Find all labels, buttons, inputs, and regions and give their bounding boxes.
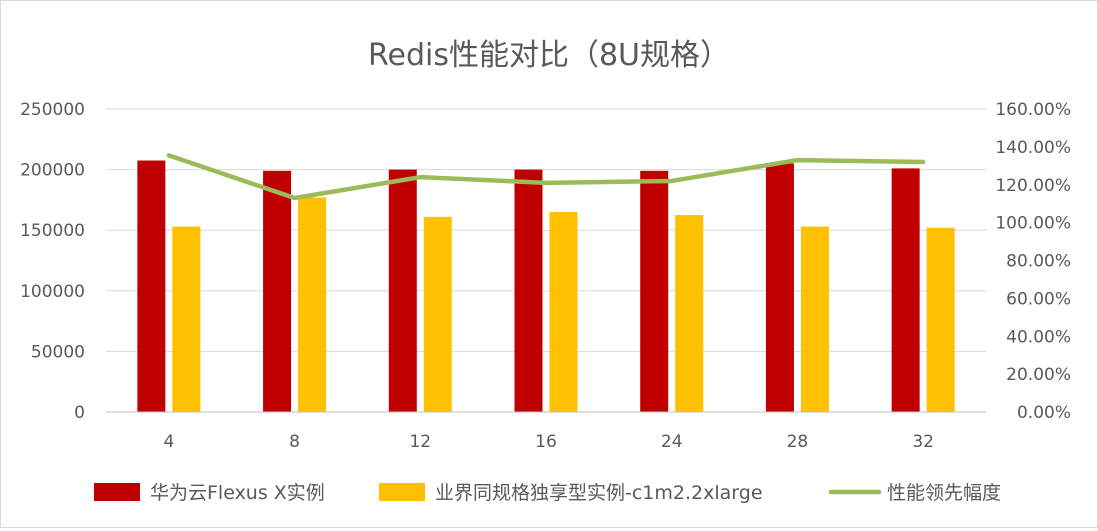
x-tick-label: 24 bbox=[661, 432, 683, 452]
y2-tick-label: 120.00% bbox=[995, 176, 1071, 196]
bar-c1m2-2xlarge bbox=[549, 212, 578, 412]
bar-c1m2-2xlarge bbox=[172, 226, 201, 412]
y-tick-label: 150000 bbox=[20, 221, 85, 241]
y2-tick-label: 160.00% bbox=[995, 100, 1071, 120]
bar-c1m2-2xlarge bbox=[675, 215, 704, 412]
x-tick-label: 4 bbox=[163, 432, 174, 452]
x-axis: 4 8 12 16 24 28 32 bbox=[106, 411, 986, 452]
bar-flexus-x bbox=[137, 160, 166, 412]
y2-tick-label: 20.00% bbox=[1006, 365, 1071, 385]
y-tick-label: 50000 bbox=[31, 342, 85, 362]
x-tick-label: 16 bbox=[535, 432, 557, 452]
legend-swatch-bar bbox=[379, 483, 425, 501]
bars bbox=[137, 160, 955, 412]
x-tick-label: 32 bbox=[912, 432, 934, 452]
y-axis-left: 0 50000 100000 150000 200000 250000 bbox=[20, 100, 85, 423]
bar-c1m2-2xlarge bbox=[298, 197, 327, 412]
y2-tick-label: 140.00% bbox=[995, 138, 1071, 158]
chart-title: Redis性能对比（8U规格） bbox=[368, 38, 730, 73]
y-tick-label: 100000 bbox=[20, 282, 85, 302]
y-tick-label: 250000 bbox=[20, 100, 85, 120]
bar-flexus-x bbox=[514, 169, 543, 412]
y-tick-label: 0 bbox=[74, 403, 85, 423]
legend-swatch-bar bbox=[94, 483, 140, 501]
y2-tick-label: 0.00% bbox=[1017, 403, 1071, 423]
bar-flexus-x bbox=[263, 170, 292, 412]
bar-c1m2-2xlarge bbox=[926, 227, 955, 412]
x-tick-label: 8 bbox=[289, 432, 300, 452]
bar-c1m2-2xlarge bbox=[423, 216, 452, 412]
y2-tick-label: 80.00% bbox=[1006, 252, 1071, 272]
bar-c1m2-2xlarge bbox=[800, 226, 829, 412]
y-axis-right: 0.00% 20.00% 40.00% 60.00% 80.00% 100.00% 120.… bbox=[995, 100, 1071, 423]
legend: 华为云Flexus X实例 业界同规格独享型实例-c1m2.2xlarge 性能领先… bbox=[94, 482, 1001, 504]
bar-flexus-x bbox=[765, 163, 794, 412]
legend-label: 业界同规格独享型实例-c1m2.2xlarge bbox=[435, 482, 763, 504]
legend-label: 性能领先幅度 bbox=[887, 482, 1001, 504]
line-series-performance-lead bbox=[166, 153, 926, 201]
x-tick-label: 12 bbox=[409, 432, 431, 452]
y2-tick-label: 40.00% bbox=[1006, 327, 1071, 347]
bar-flexus-x bbox=[640, 170, 669, 412]
performance-line bbox=[166, 153, 926, 201]
y2-tick-label: 100.00% bbox=[995, 214, 1071, 234]
legend-label: 华为云Flexus X实例 bbox=[150, 482, 325, 504]
bar-flexus-x bbox=[891, 168, 920, 412]
bar-flexus-x bbox=[388, 169, 417, 412]
gridlines bbox=[106, 108, 986, 413]
y2-tick-label: 60.00% bbox=[1006, 289, 1071, 309]
x-tick-label: 28 bbox=[787, 432, 809, 452]
y-tick-label: 200000 bbox=[20, 161, 85, 181]
